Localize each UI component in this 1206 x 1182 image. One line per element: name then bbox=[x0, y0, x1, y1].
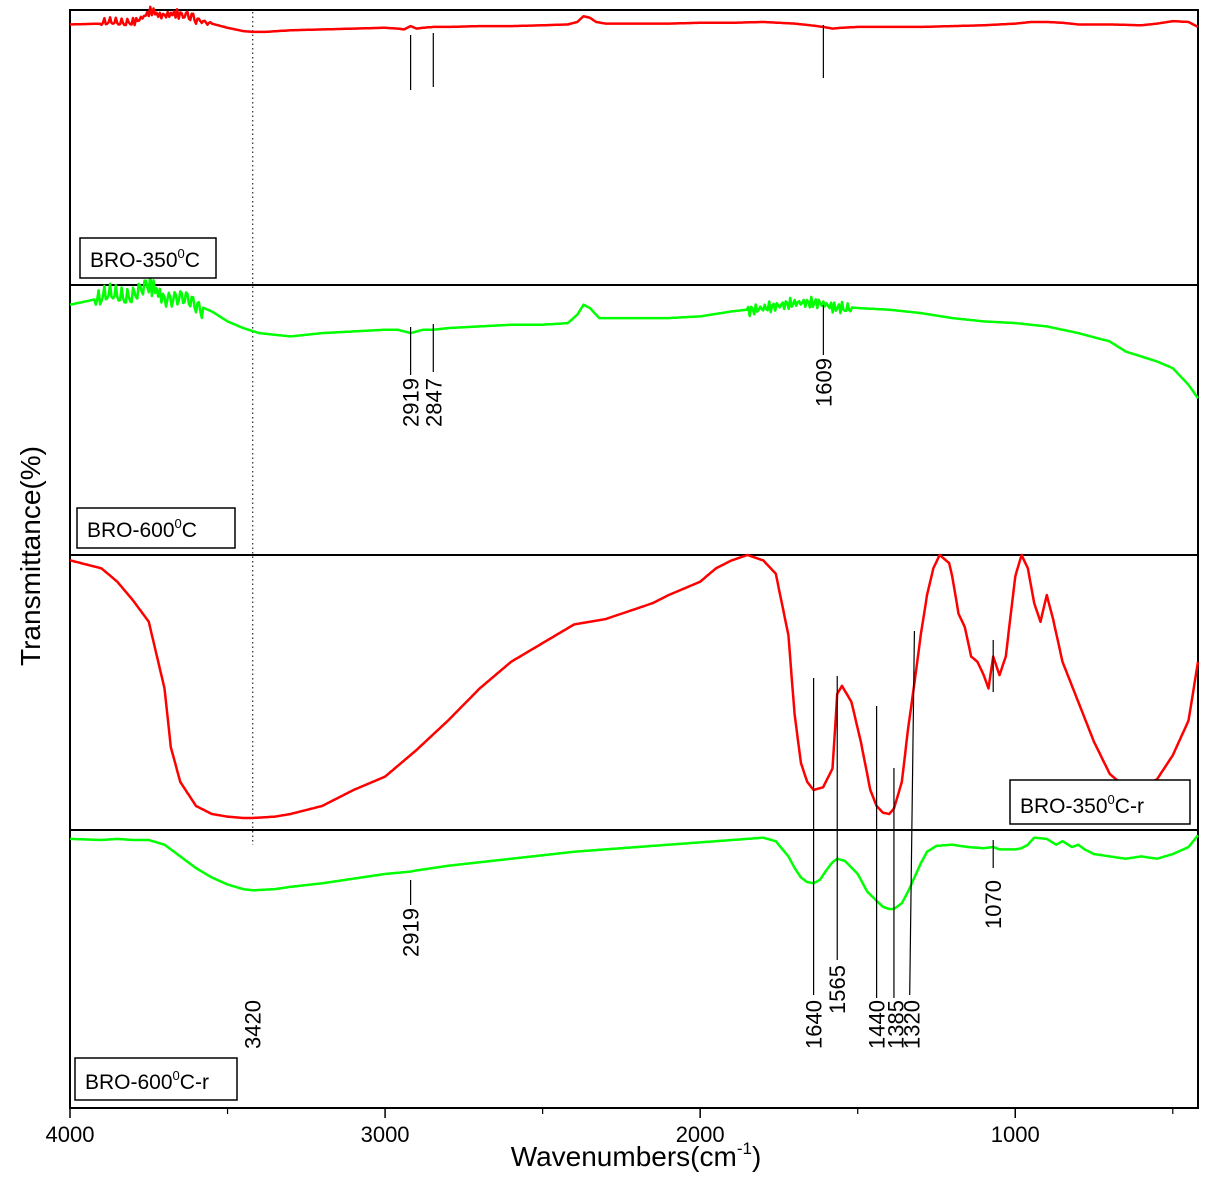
annotation-label-7: 1440 bbox=[865, 1000, 890, 1049]
annotation-label-10: 1070 bbox=[981, 880, 1006, 929]
panel-frame-1 bbox=[69, 9, 1199, 286]
x-axis-label: Wavenumbers(cm-1) bbox=[511, 1139, 762, 1172]
legend-box-1 bbox=[79, 237, 217, 279]
legend-box-4 bbox=[74, 1057, 238, 1101]
lines-layer bbox=[69, 5, 1200, 911]
annotation-label-3: 3420 bbox=[241, 1000, 266, 1049]
series-line-3 bbox=[69, 553, 1200, 820]
x-axis-label-main: Wavenumbers(cm bbox=[511, 1141, 737, 1172]
annotation-label-9: 1320 bbox=[899, 1000, 924, 1049]
panel-frame-4 bbox=[69, 829, 1199, 1109]
series-line-4 bbox=[70, 834, 1199, 911]
x-tick-label-4000: 4000 bbox=[46, 1122, 95, 1147]
legend-box-3 bbox=[1009, 779, 1191, 825]
series-line-2 bbox=[69, 273, 1200, 399]
x-tick-label-1000: 1000 bbox=[991, 1122, 1040, 1147]
legends-layer: BRO-3500C BRO-6000C BRO-3500C-r BRO-6000C-r bbox=[74, 237, 1191, 1101]
panels-layer bbox=[69, 9, 1199, 1109]
x-tick-label-2000: 2000 bbox=[676, 1122, 725, 1147]
x-axis-label-end: ) bbox=[752, 1141, 761, 1172]
legend-label-2: BRO-6000C bbox=[87, 516, 197, 542]
series-line-1 bbox=[69, 5, 1199, 34]
leader-1320 bbox=[909, 630, 916, 996]
legend-label-4: BRO-6000C-r bbox=[85, 1068, 209, 1094]
y-axis-label: Transmittance(%) bbox=[15, 446, 46, 666]
legend-box-2 bbox=[76, 507, 236, 549]
x-axis-label-sup: -1 bbox=[737, 1139, 752, 1158]
annotation-label-2: 1609 bbox=[811, 358, 836, 407]
annotation-label-8: 1385 bbox=[884, 1000, 909, 1049]
annotation-label-1: 2847 bbox=[421, 378, 446, 427]
legend-label-3: BRO-3500C-r bbox=[1020, 792, 1144, 818]
annotation-label-5: 1640 bbox=[802, 1000, 827, 1049]
x-axis: 4000 3000 2000 1000 bbox=[46, 1108, 1174, 1147]
x-tick-label-3000: 3000 bbox=[361, 1122, 410, 1147]
annotation-label-6: 1565 bbox=[825, 965, 850, 1014]
annotation-label-4: 2919 bbox=[399, 908, 424, 957]
legend-label-1: BRO-3500C bbox=[90, 246, 200, 272]
annotation-label-0: 2919 bbox=[399, 378, 424, 427]
